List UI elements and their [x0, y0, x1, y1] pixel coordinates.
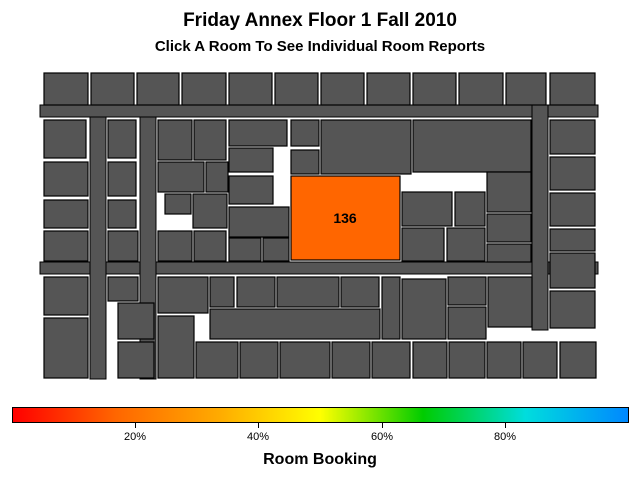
- room[interactable]: [209, 276, 235, 308]
- legend-tick-label: 60%: [370, 431, 394, 443]
- room[interactable]: [549, 119, 596, 155]
- room[interactable]: [486, 243, 532, 263]
- room-136-shape[interactable]: [290, 175, 401, 261]
- room[interactable]: [381, 276, 401, 340]
- room[interactable]: [549, 72, 596, 106]
- room[interactable]: [239, 341, 279, 379]
- room[interactable]: [43, 119, 87, 159]
- room[interactable]: [43, 317, 89, 379]
- room[interactable]: [157, 315, 195, 379]
- room[interactable]: [164, 193, 192, 215]
- room[interactable]: [340, 276, 380, 308]
- room[interactable]: [371, 341, 411, 379]
- room[interactable]: [136, 72, 180, 106]
- room[interactable]: [117, 302, 155, 340]
- page-title: Friday Annex Floor 1 Fall 2010: [183, 10, 457, 31]
- room[interactable]: [43, 276, 89, 316]
- room[interactable]: [559, 341, 597, 379]
- room[interactable]: [331, 341, 371, 379]
- room[interactable]: [401, 278, 447, 340]
- room[interactable]: [107, 276, 139, 302]
- room[interactable]: [107, 199, 137, 229]
- room[interactable]: [549, 228, 596, 252]
- room[interactable]: [401, 191, 453, 227]
- room[interactable]: [43, 161, 89, 197]
- room[interactable]: [276, 276, 340, 308]
- room[interactable]: [412, 119, 532, 173]
- room[interactable]: [236, 276, 276, 308]
- room[interactable]: [446, 227, 486, 262]
- corridor-center-vertical: [139, 116, 157, 380]
- room[interactable]: [487, 276, 533, 328]
- room[interactable]: [290, 119, 320, 147]
- room[interactable]: [157, 119, 193, 161]
- room[interactable]: [193, 230, 227, 262]
- room[interactable]: [401, 227, 445, 262]
- room[interactable]: [228, 175, 274, 205]
- room[interactable]: [205, 161, 229, 193]
- room[interactable]: [90, 72, 135, 106]
- room[interactable]: [43, 199, 89, 229]
- floor-plan-map: 136: [39, 72, 599, 380]
- room[interactable]: [228, 237, 262, 262]
- room[interactable]: [505, 72, 547, 106]
- legend-tick: [382, 423, 383, 428]
- room-136[interactable]: 136: [290, 175, 401, 261]
- room[interactable]: [448, 341, 486, 379]
- room[interactable]: [117, 341, 155, 379]
- legend-tick: [258, 423, 259, 428]
- room[interactable]: [157, 276, 209, 314]
- legend-tick: [505, 423, 506, 428]
- corridor-top: [39, 104, 599, 118]
- room[interactable]: [107, 119, 137, 159]
- room[interactable]: [209, 308, 381, 340]
- corridor-left-vertical: [89, 116, 107, 380]
- room[interactable]: [262, 237, 290, 262]
- room[interactable]: [157, 161, 205, 193]
- room[interactable]: [412, 72, 457, 106]
- room[interactable]: [412, 341, 448, 379]
- legend-tick-label: 40%: [246, 431, 270, 443]
- room-booking-color-scale: [12, 407, 629, 423]
- room[interactable]: [549, 290, 596, 329]
- room[interactable]: [228, 147, 274, 173]
- room-136-label: 136: [333, 210, 357, 226]
- room[interactable]: [107, 230, 139, 262]
- room[interactable]: [458, 72, 504, 106]
- room[interactable]: [193, 119, 227, 161]
- room[interactable]: [549, 192, 596, 227]
- page-subtitle: Click A Room To See Individual Room Repo…: [154, 38, 486, 55]
- legend-tick: [135, 423, 136, 428]
- room[interactable]: [195, 341, 239, 379]
- room[interactable]: [366, 72, 411, 106]
- room[interactable]: [290, 149, 320, 175]
- room[interactable]: [447, 276, 487, 306]
- corridor-middle: [39, 261, 599, 275]
- room[interactable]: [157, 230, 193, 262]
- room[interactable]: [447, 306, 487, 340]
- corridor-right-vertical: [531, 104, 549, 331]
- room[interactable]: [549, 252, 596, 289]
- room[interactable]: [107, 161, 137, 197]
- room[interactable]: [486, 341, 522, 379]
- room[interactable]: [181, 72, 227, 106]
- room[interactable]: [228, 119, 288, 147]
- room[interactable]: [522, 341, 558, 379]
- room[interactable]: [279, 341, 331, 379]
- room[interactable]: [228, 72, 273, 106]
- legend-tick-label: 20%: [123, 431, 147, 443]
- room[interactable]: [486, 171, 532, 213]
- legend-title: Room Booking: [263, 451, 377, 468]
- room[interactable]: [43, 72, 89, 106]
- room[interactable]: [228, 206, 290, 238]
- room[interactable]: [192, 193, 228, 229]
- room[interactable]: [320, 119, 412, 175]
- room[interactable]: [274, 72, 319, 106]
- room[interactable]: [549, 156, 596, 191]
- room[interactable]: [43, 230, 89, 262]
- room[interactable]: [486, 213, 532, 243]
- legend-tick-label: 80%: [493, 431, 517, 443]
- room[interactable]: [454, 191, 486, 227]
- room[interactable]: [320, 72, 365, 106]
